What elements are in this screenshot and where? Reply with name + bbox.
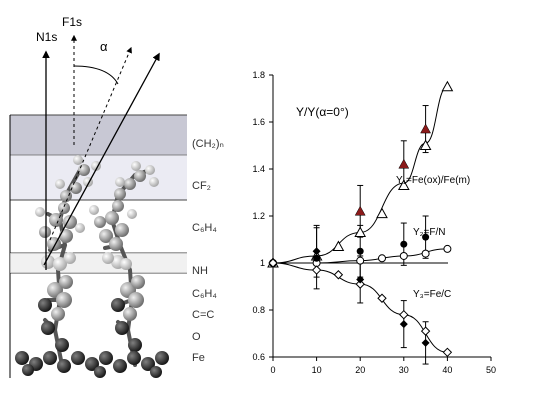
alpha-label: α — [100, 39, 108, 54]
ratio-chart: Y/Y(α=0°) 0 10 20 30 40 50 0.6 0.8 1 1.2 1.4 1.6 1.… — [252, 70, 496, 375]
x-tick-label: 10 — [312, 365, 322, 375]
diamond-marker — [399, 320, 408, 329]
n1s-angled-beam — [43, 52, 160, 266]
y-ticks: 0.6 0.8 1 1.2 1.4 1.6 1.8 — [252, 70, 273, 362]
diamond-marker — [377, 293, 387, 303]
x-tick-label: 50 — [486, 365, 496, 375]
layer-label-nh: NH — [192, 265, 208, 277]
triangle-marker — [420, 123, 432, 134]
y-tick-label: 0.6 — [252, 352, 265, 362]
circle-marker — [443, 244, 452, 253]
circle-marker — [313, 254, 321, 262]
circle-marker — [400, 240, 408, 248]
legend-label-y2: Y₂=F/N — [413, 227, 446, 238]
circle-marker — [356, 247, 364, 255]
diamond-marker — [312, 247, 321, 256]
x-tick-label: 30 — [399, 365, 409, 375]
y-tick-label: 1.4 — [252, 164, 265, 174]
alpha-arc — [73, 65, 119, 85]
triangle-marker — [354, 226, 367, 237]
x-tick-label: 0 — [270, 365, 275, 375]
layer-ch2n-band — [10, 115, 187, 155]
nh-band — [10, 253, 187, 273]
circle-marker — [421, 249, 430, 258]
y-tick-label: 1.8 — [252, 70, 265, 80]
data-points — [267, 80, 454, 358]
x-tick-label: 40 — [442, 365, 452, 375]
molecule-chain-left — [35, 155, 101, 367]
triangle-marker — [332, 240, 345, 252]
molecule-chain-right — [89, 161, 159, 367]
f1s-label: F1s — [62, 15, 82, 29]
n1s-label: N1s — [36, 30, 57, 44]
diamond-marker — [311, 265, 322, 275]
diamond-marker — [355, 279, 365, 289]
diamond-marker — [268, 258, 278, 268]
diamond-marker — [442, 347, 453, 358]
layer-label-cc: C=C — [192, 309, 214, 321]
triangle-marker — [397, 179, 410, 190]
circle-marker — [378, 254, 386, 263]
layer-label-c6h4-top: C₆H₄ — [192, 222, 217, 234]
diamond-marker — [420, 326, 431, 336]
layer-label-c6h4-bottom: C₆H₄ — [192, 288, 217, 300]
diamond-marker — [356, 275, 365, 284]
y-tick-label: 1.2 — [252, 211, 265, 221]
triangle-marker — [441, 80, 454, 92]
error-bars — [313, 105, 429, 365]
legend-label-y3: Y₃=Fe/C — [413, 289, 451, 300]
chart-title: Y/Y(α=0°) — [296, 105, 349, 119]
triangle-marker — [419, 139, 432, 150]
circle-marker — [399, 251, 408, 260]
x-ticks: 0 10 20 30 40 50 — [270, 357, 496, 375]
layer-label-fe: Fe — [192, 352, 205, 364]
layer-label-ch2n: (CH₂)ₙ — [192, 138, 224, 150]
diamond-marker — [333, 270, 344, 280]
triangle-marker — [398, 158, 410, 169]
legend-label-y1: Y₁=Fe(ox)/Fe(m) — [396, 175, 470, 186]
fe-substrate-atoms — [15, 351, 169, 378]
f1s-angled-beam — [49, 46, 132, 241]
layer-diagram: N1s F1s α (CH₂)ₙ CF₂ C₆H₄ NH C₆H₄ C=C O … — [9, 15, 224, 378]
diamond-marker — [421, 338, 430, 347]
circle-marker — [356, 256, 365, 265]
y-tick-label: 0.8 — [252, 305, 265, 315]
diamond-marker — [399, 309, 409, 320]
y-tick-label: 1 — [260, 258, 265, 268]
triangle-marker — [376, 207, 388, 219]
triangle-marker — [354, 205, 366, 216]
circle-marker — [422, 233, 430, 241]
layer-label-cf2: CF₂ — [192, 180, 211, 192]
layer-label-o: O — [192, 331, 201, 343]
x-tick-label: 20 — [355, 365, 365, 375]
y-tick-label: 1.6 — [252, 117, 265, 127]
